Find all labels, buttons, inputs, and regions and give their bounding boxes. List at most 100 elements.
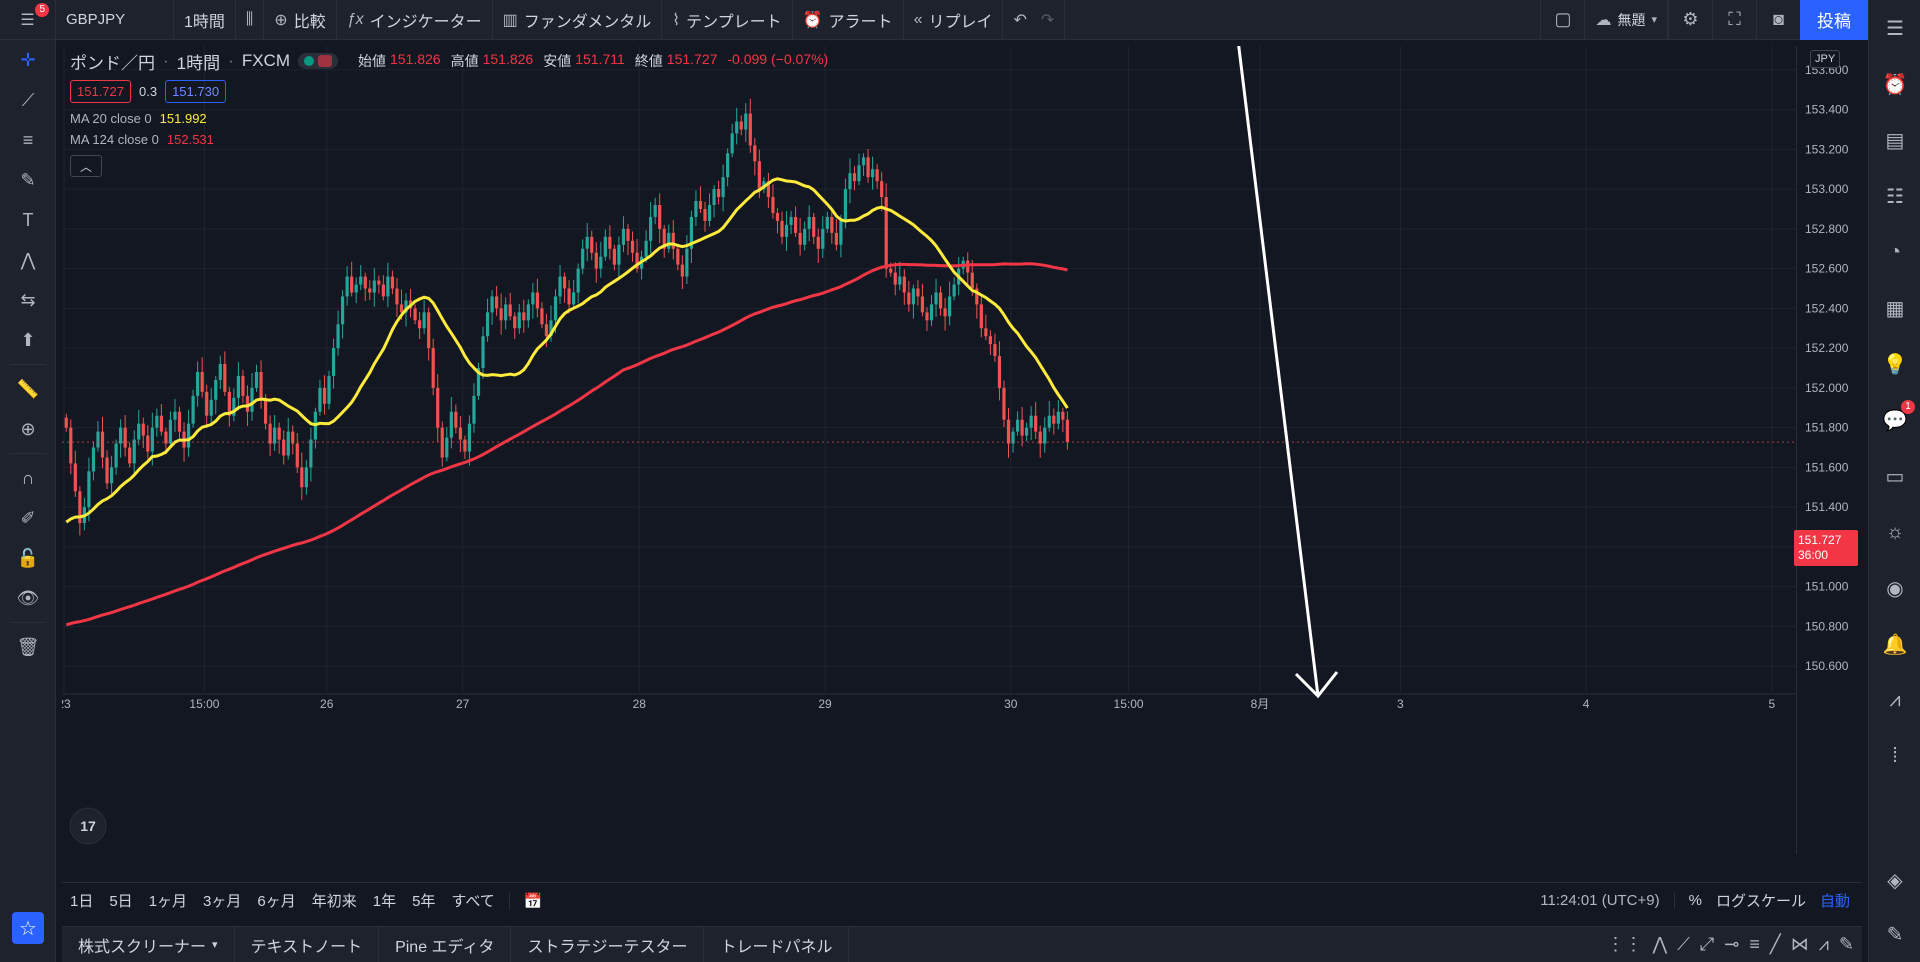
- fib-tool[interactable]: ≡: [0, 120, 56, 160]
- trend-line-tool[interactable]: ⟋: [0, 80, 56, 120]
- range-5y[interactable]: 5年: [412, 893, 436, 910]
- tradingview-logo[interactable]: 17: [69, 807, 107, 845]
- candle-body: [395, 288, 399, 305]
- zoom-tool[interactable]: ⊕: [0, 409, 56, 449]
- streams-button[interactable]: ◉: [1869, 560, 1920, 616]
- object-tree-button[interactable]: ◈: [1869, 852, 1920, 908]
- snapshot-button[interactable]: ◙: [1756, 0, 1800, 40]
- range-ytd[interactable]: 年初来: [311, 893, 357, 910]
- ma20-legend[interactable]: MA 20 close 0 151.992: [70, 111, 828, 126]
- news-button[interactable]: ▤: [1869, 112, 1920, 168]
- sell-price-button[interactable]: 151.727: [70, 80, 131, 103]
- trend-line-icon[interactable]: ⟋: [1677, 934, 1690, 954]
- drawing-tool-button[interactable]: ✎: [1869, 906, 1920, 962]
- tab-pine-editor[interactable]: Pine エディタ: [379, 926, 512, 962]
- ma124-line[interactable]: [65, 262, 1068, 627]
- log-scale-toggle[interactable]: ログスケール: [1715, 893, 1806, 910]
- goto-date-button[interactable]: 📅: [508, 891, 551, 910]
- tab-strategy-tester[interactable]: ストラテジーテスター: [511, 926, 705, 962]
- range-6m[interactable]: 6ヶ月: [257, 893, 296, 910]
- range-1m[interactable]: 1ヶ月: [148, 893, 188, 910]
- lock-tool[interactable]: 🔓: [0, 538, 56, 578]
- chart-type-button[interactable]: ⫼: [236, 0, 265, 40]
- ruler-tool[interactable]: 📏: [0, 369, 56, 409]
- arrow-tool[interactable]: ⬆: [0, 320, 56, 360]
- tab-stock-screener[interactable]: 株式スクリーナー ▾: [62, 926, 235, 962]
- remove-tool[interactable]: 🗑: [0, 627, 56, 667]
- crosshair-tool[interactable]: ✛: [0, 40, 56, 80]
- order-panel-button[interactable]: ⩘: [1869, 672, 1920, 728]
- pattern-icon[interactable]: ⋀: [1652, 934, 1668, 954]
- market-status-pill[interactable]: [297, 53, 338, 69]
- text-tool[interactable]: T: [0, 200, 56, 240]
- replay-button[interactable]: « リプレイ: [904, 0, 1004, 40]
- watchlist-button[interactable]: ☰: [1869, 0, 1920, 56]
- templates-button[interactable]: ⌇ テンプレート: [662, 0, 793, 40]
- magnet-tool[interactable]: ∩: [0, 458, 56, 498]
- range-all[interactable]: すべて: [451, 893, 495, 910]
- hide-tool[interactable]: 👁: [0, 578, 56, 618]
- layout-name-button[interactable]: ☁ 無題 ▾: [1584, 0, 1668, 40]
- range-3m[interactable]: 3ヶ月: [203, 893, 242, 910]
- auto-scale-toggle[interactable]: 自動: [1819, 893, 1850, 910]
- price-axis[interactable]: 150.600150.800151.000151.200151.400151.6…: [1796, 46, 1866, 854]
- settings-button[interactable]: ⚙: [1668, 0, 1712, 40]
- redo-icon[interactable]: ↷: [1040, 11, 1055, 29]
- forecast-tool[interactable]: ⇆: [0, 280, 56, 320]
- calendar-button[interactable]: ▦: [1869, 280, 1920, 336]
- alerts-button[interactable]: ⏰: [1869, 56, 1920, 112]
- favorites-button[interactable]: ☆: [12, 912, 44, 944]
- symbol-search-button[interactable]: GBPJPY: [56, 0, 174, 40]
- pattern-tool[interactable]: ⋀: [0, 240, 56, 280]
- xabcd-icon[interactable]: ⋈: [1790, 934, 1809, 954]
- compare-button[interactable]: ⊕ 比較: [264, 0, 337, 40]
- fib-icon[interactable]: ≡: [1749, 934, 1760, 954]
- range-1d[interactable]: 1日: [70, 893, 94, 910]
- line-icon[interactable]: ╱: [1769, 934, 1781, 954]
- private-chats-button[interactable]: ▭: [1869, 448, 1920, 504]
- fullscreen-button[interactable]: ⛶: [1712, 0, 1756, 40]
- layout-select-button[interactable]: ▢: [1540, 0, 1584, 40]
- data-window-button[interactable]: ☷: [1869, 168, 1920, 224]
- drag-handle-icon[interactable]: ⋮⋮: [1606, 934, 1643, 954]
- candle-body: [508, 304, 512, 317]
- dom-button[interactable]: ⁞: [1869, 728, 1920, 784]
- hotlist-button[interactable]: ◔: [1869, 224, 1920, 280]
- range-1y[interactable]: 1年: [372, 893, 397, 910]
- public-chats-button[interactable]: 💬 1: [1869, 392, 1920, 448]
- chevron-down-icon: ▾: [1651, 14, 1657, 26]
- ma124-legend[interactable]: MA 124 close 0 152.531: [70, 132, 828, 147]
- horizontal-line-icon[interactable]: ⊸: [1724, 934, 1740, 954]
- ideas-button[interactable]: 💡: [1869, 336, 1920, 392]
- post-button[interactable]: 投稿: [1800, 0, 1868, 40]
- elliott-icon[interactable]: ⩘: [1818, 934, 1829, 954]
- fundamentals-button[interactable]: ▥ ファンダメンタル: [493, 0, 663, 40]
- drawn-arrow-line[interactable]: [1237, 46, 1320, 697]
- interval-button[interactable]: 1時間: [174, 0, 236, 40]
- collapse-legend-button[interactable]: ︿: [70, 155, 102, 177]
- ideas-stream-button[interactable]: ☼: [1869, 504, 1920, 560]
- drawn-arrow-head[interactable]: [1294, 671, 1339, 699]
- notifications-button[interactable]: 🔔: [1869, 616, 1920, 672]
- calendar-icon: ▦: [1885, 297, 1905, 320]
- alert-button[interactable]: ⏰ アラート: [793, 0, 904, 40]
- indicators-button[interactable]: ƒx インジケーター: [337, 0, 493, 40]
- currency-button[interactable]: JPY: [1810, 50, 1841, 68]
- undo-icon[interactable]: ↶: [1013, 11, 1027, 29]
- ray-icon[interactable]: ⤢: [1699, 934, 1715, 954]
- brush-tool[interactable]: ✎: [0, 160, 56, 200]
- stay-drawing-tool[interactable]: ✐: [0, 498, 56, 538]
- tab-text-notes[interactable]: テキストノート: [235, 926, 380, 962]
- brush-icon[interactable]: ✎: [1838, 934, 1854, 954]
- main-menu-button[interactable]: ☰ 5: [0, 0, 56, 40]
- range-5d[interactable]: 5日: [109, 893, 133, 910]
- buy-price-button[interactable]: 151.730: [165, 80, 227, 103]
- clock-label[interactable]: 11:24:01 (UTC+9): [1540, 892, 1660, 909]
- symbol-title[interactable]: ポンド／円: [70, 53, 155, 73]
- ma20-line[interactable]: [65, 177, 1069, 524]
- tab-trading-panel[interactable]: トレードパネル: [704, 926, 850, 962]
- percent-toggle[interactable]: %: [1673, 892, 1702, 909]
- candle-body: [803, 228, 807, 245]
